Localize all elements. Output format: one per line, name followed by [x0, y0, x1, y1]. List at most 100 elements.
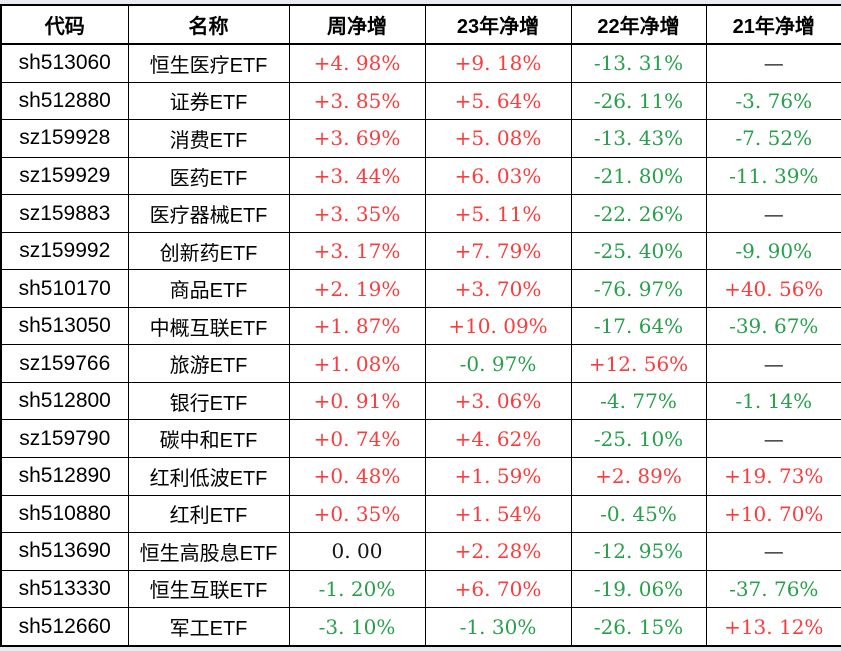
value-cell-2022: -17. 64% [570, 306, 707, 346]
value-cell-week: +3. 85% [288, 81, 426, 121]
value-cell-2023: +3. 06% [424, 381, 572, 421]
etf-performance-table: 代码 名称 周净增 23年净增 22年净增 21年净增 sh513060 恒生医… [0, 4, 841, 647]
value-cell-2021: -9. 90% [705, 231, 841, 271]
table-row: sh512660 军工ETF -3. 10% -1. 30% -26. 15% … [0, 607, 841, 647]
value-cell-week: +1. 08% [288, 344, 426, 383]
name-cell: 军工ETF [127, 607, 290, 647]
name-cell: 红利低波ETF [127, 456, 290, 496]
code-cell: sz159766 [0, 344, 129, 383]
value-cell-2022: -26. 11% [570, 81, 707, 121]
value-cell-2023: +9. 18% [424, 43, 572, 83]
name-cell: 银行ETF [127, 381, 290, 421]
table-row: sz159790 碳中和ETF +0. 74% +4. 62% -25. 10%… [0, 419, 841, 458]
code-cell: sz159928 [0, 119, 129, 158]
code-cell: sh510170 [0, 269, 129, 308]
value-cell-2022: -0. 45% [570, 494, 707, 534]
table-row: sh512800 银行ETF +0. 91% +3. 06% -4. 77% -… [0, 381, 841, 421]
table-row: sz159883 医疗器械ETF +3. 35% +5. 11% -22. 26… [0, 194, 841, 233]
value-cell-2023: +5. 11% [424, 194, 572, 233]
value-cell-2023: +1. 59% [424, 456, 572, 496]
code-cell: sh512800 [0, 381, 129, 421]
code-cell: sz159883 [0, 194, 129, 233]
value-cell-2023: +7. 79% [424, 231, 572, 271]
value-cell-2021: -1. 14% [705, 381, 841, 421]
value-cell-2023: +4. 62% [424, 419, 572, 458]
code-cell: sz159790 [0, 419, 129, 458]
value-cell-week: +3. 17% [288, 231, 426, 271]
value-cell-week: +0. 91% [288, 381, 426, 421]
name-cell: 旅游ETF [127, 344, 290, 383]
code-cell: sh513050 [0, 306, 129, 346]
table-row: sz159929 医药ETF +3. 44% +6. 03% -21. 80% … [0, 156, 841, 196]
value-cell-week: +3. 69% [288, 119, 426, 158]
table-row: sh510170 商品ETF +2. 19% +3. 70% -76. 97% … [0, 269, 841, 308]
name-cell: 恒生高股息ETF [127, 532, 290, 571]
value-cell-2021: — [705, 194, 841, 233]
value-cell-2021: -7. 52% [705, 119, 841, 158]
code-cell: sh513690 [0, 532, 129, 571]
name-cell: 医药ETF [127, 156, 290, 196]
header-cell-2023-change: 23年净增 [424, 4, 572, 45]
value-cell-2022: -12. 95% [570, 532, 707, 571]
value-cell-2022: +2. 89% [570, 456, 707, 496]
table-row: sz159766 旅游ETF +1. 08% -0. 97% +12. 56% … [0, 344, 841, 383]
value-cell-2023: -1. 30% [424, 607, 572, 647]
name-cell: 中概互联ETF [127, 306, 290, 346]
code-cell: sz159929 [0, 156, 129, 196]
name-cell: 碳中和ETF [127, 419, 290, 458]
code-cell: sz159992 [0, 231, 129, 271]
value-cell-2021: -39. 67% [705, 306, 841, 346]
value-cell-week: -1. 20% [288, 569, 426, 609]
value-cell-2022: -13. 31% [570, 43, 707, 83]
header-cell-2021-change: 21年净增 [705, 4, 841, 45]
code-cell: sh513330 [0, 569, 129, 609]
value-cell-2022: -13. 43% [570, 119, 707, 158]
table-row: sh512880 证券ETF +3. 85% +5. 64% -26. 11% … [0, 81, 841, 121]
code-cell: sh513060 [0, 43, 129, 83]
value-cell-week: +3. 35% [288, 194, 426, 233]
value-cell-2021: +40. 56% [705, 269, 841, 308]
value-cell-week: +3. 44% [288, 156, 426, 196]
code-cell: sh510880 [0, 494, 129, 534]
value-cell-2023: +10. 09% [424, 306, 572, 346]
value-cell-week: +1. 87% [288, 306, 426, 346]
name-cell: 证券ETF [127, 81, 290, 121]
value-cell-2022: -25. 40% [570, 231, 707, 271]
value-cell-2023: +5. 08% [424, 119, 572, 158]
value-cell-2021: — [705, 43, 841, 83]
name-cell: 医疗器械ETF [127, 194, 290, 233]
name-cell: 恒生医疗ETF [127, 43, 290, 83]
value-cell-week: 0. 00 [288, 532, 426, 571]
value-cell-2021: +19. 73% [705, 456, 841, 496]
value-cell-2023: +6. 03% [424, 156, 572, 196]
value-cell-week: +4. 98% [288, 43, 426, 83]
value-cell-2021: — [705, 344, 841, 383]
table-body: sh513060 恒生医疗ETF +4. 98% +9. 18% -13. 31… [0, 43, 841, 647]
name-cell: 消费ETF [127, 119, 290, 158]
value-cell-2022: -26. 15% [570, 607, 707, 647]
value-cell-2022: -22. 26% [570, 194, 707, 233]
value-cell-2022: -76. 97% [570, 269, 707, 308]
value-cell-2022: -4. 77% [570, 381, 707, 421]
value-cell-2021: +13. 12% [705, 607, 841, 647]
value-cell-2023: +6. 70% [424, 569, 572, 609]
value-cell-2021: -11. 39% [705, 156, 841, 196]
header-cell-code: 代码 [0, 4, 129, 45]
table-row: sh510880 红利ETF +0. 35% +1. 54% -0. 45% +… [0, 494, 841, 534]
value-cell-2022: -19. 06% [570, 569, 707, 609]
value-cell-2022: -21. 80% [570, 156, 707, 196]
value-cell-2023: +5. 64% [424, 81, 572, 121]
name-cell: 恒生互联ETF [127, 569, 290, 609]
value-cell-week: +0. 74% [288, 419, 426, 458]
value-cell-2021: — [705, 419, 841, 458]
code-cell: sh512880 [0, 81, 129, 121]
value-cell-2021: -37. 76% [705, 569, 841, 609]
table-header: 代码 名称 周净增 23年净增 22年净增 21年净增 [0, 4, 841, 45]
table-row: sh513050 中概互联ETF +1. 87% +10. 09% -17. 6… [0, 306, 841, 346]
table-row: sz159928 消费ETF +3. 69% +5. 08% -13. 43% … [0, 119, 841, 158]
name-cell: 创新药ETF [127, 231, 290, 271]
header-cell-name: 名称 [127, 4, 290, 45]
value-cell-week: -3. 10% [288, 607, 426, 647]
table-row: sh512890 红利低波ETF +0. 48% +1. 59% +2. 89%… [0, 456, 841, 496]
value-cell-2022: +12. 56% [570, 344, 707, 383]
